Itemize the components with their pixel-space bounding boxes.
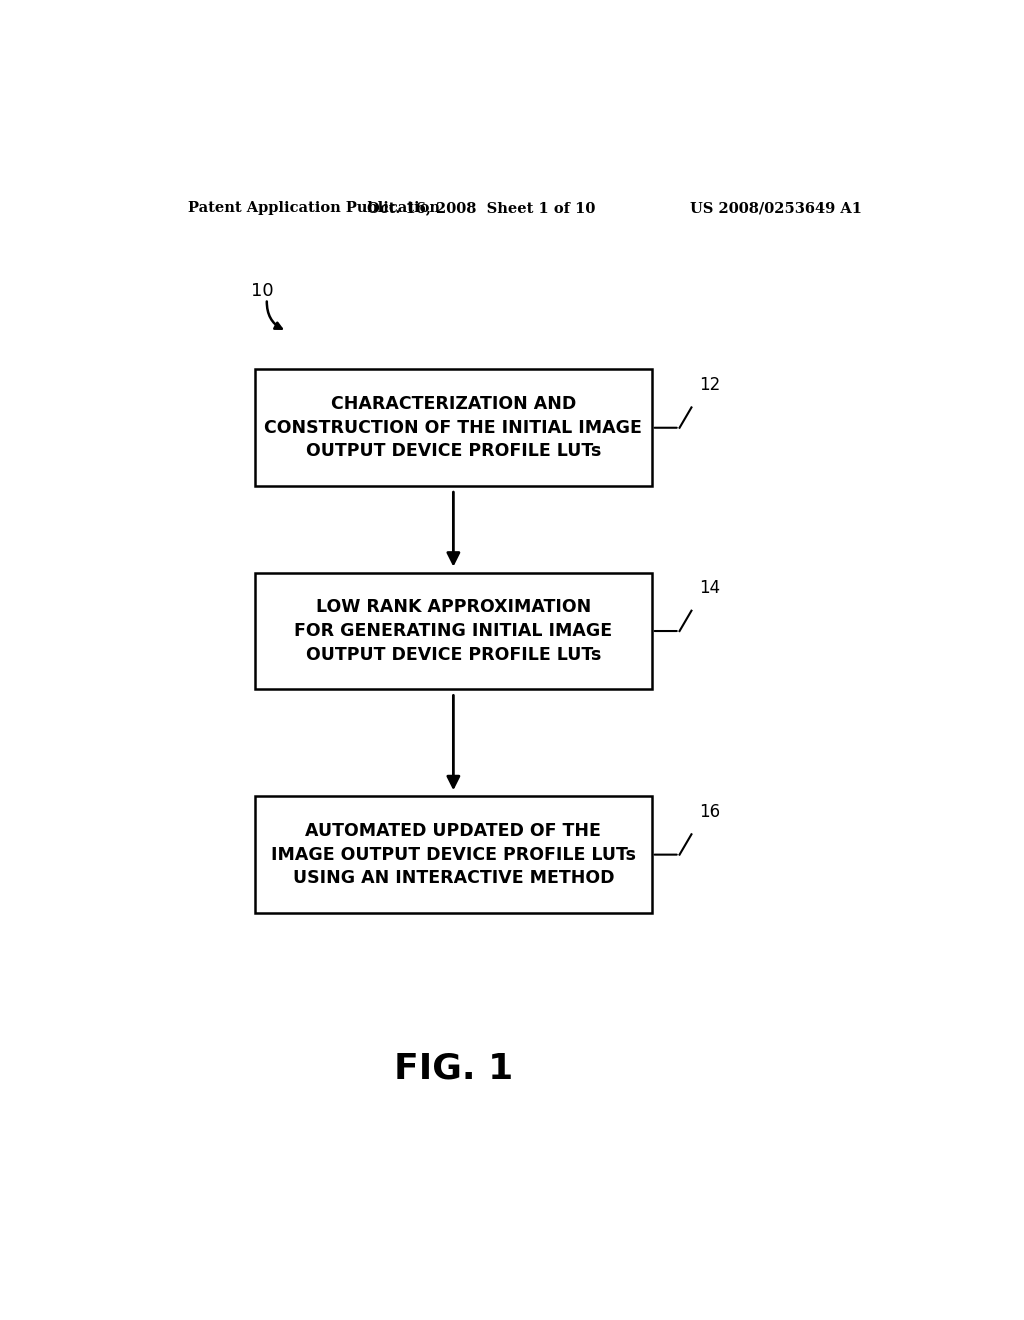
Text: LOW RANK APPROXIMATION
FOR GENERATING INITIAL IMAGE
OUTPUT DEVICE PROFILE LUTs: LOW RANK APPROXIMATION FOR GENERATING IN… (294, 598, 612, 664)
Bar (255, 796, 651, 913)
Text: AUTOMATED UPDATED OF THE
IMAGE OUTPUT DEVICE PROFILE LUTs
USING AN INTERACTIVE M: AUTOMATED UPDATED OF THE IMAGE OUTPUT DE… (271, 822, 636, 887)
Text: 12: 12 (699, 376, 721, 395)
Text: Patent Application Publication: Patent Application Publication (187, 201, 439, 215)
FancyArrowPatch shape (267, 301, 282, 329)
Bar (255, 370, 651, 486)
Text: CHARACTERIZATION AND
CONSTRUCTION OF THE INITIAL IMAGE
OUTPUT DEVICE PROFILE LUT: CHARACTERIZATION AND CONSTRUCTION OF THE… (264, 395, 642, 461)
Text: 14: 14 (699, 579, 721, 598)
Bar (255, 573, 651, 689)
Text: 16: 16 (699, 803, 721, 821)
Text: Oct. 16, 2008  Sheet 1 of 10: Oct. 16, 2008 Sheet 1 of 10 (367, 201, 595, 215)
Text: 10: 10 (251, 282, 273, 301)
Text: US 2008/0253649 A1: US 2008/0253649 A1 (690, 201, 862, 215)
Text: FIG. 1: FIG. 1 (394, 1051, 513, 1085)
